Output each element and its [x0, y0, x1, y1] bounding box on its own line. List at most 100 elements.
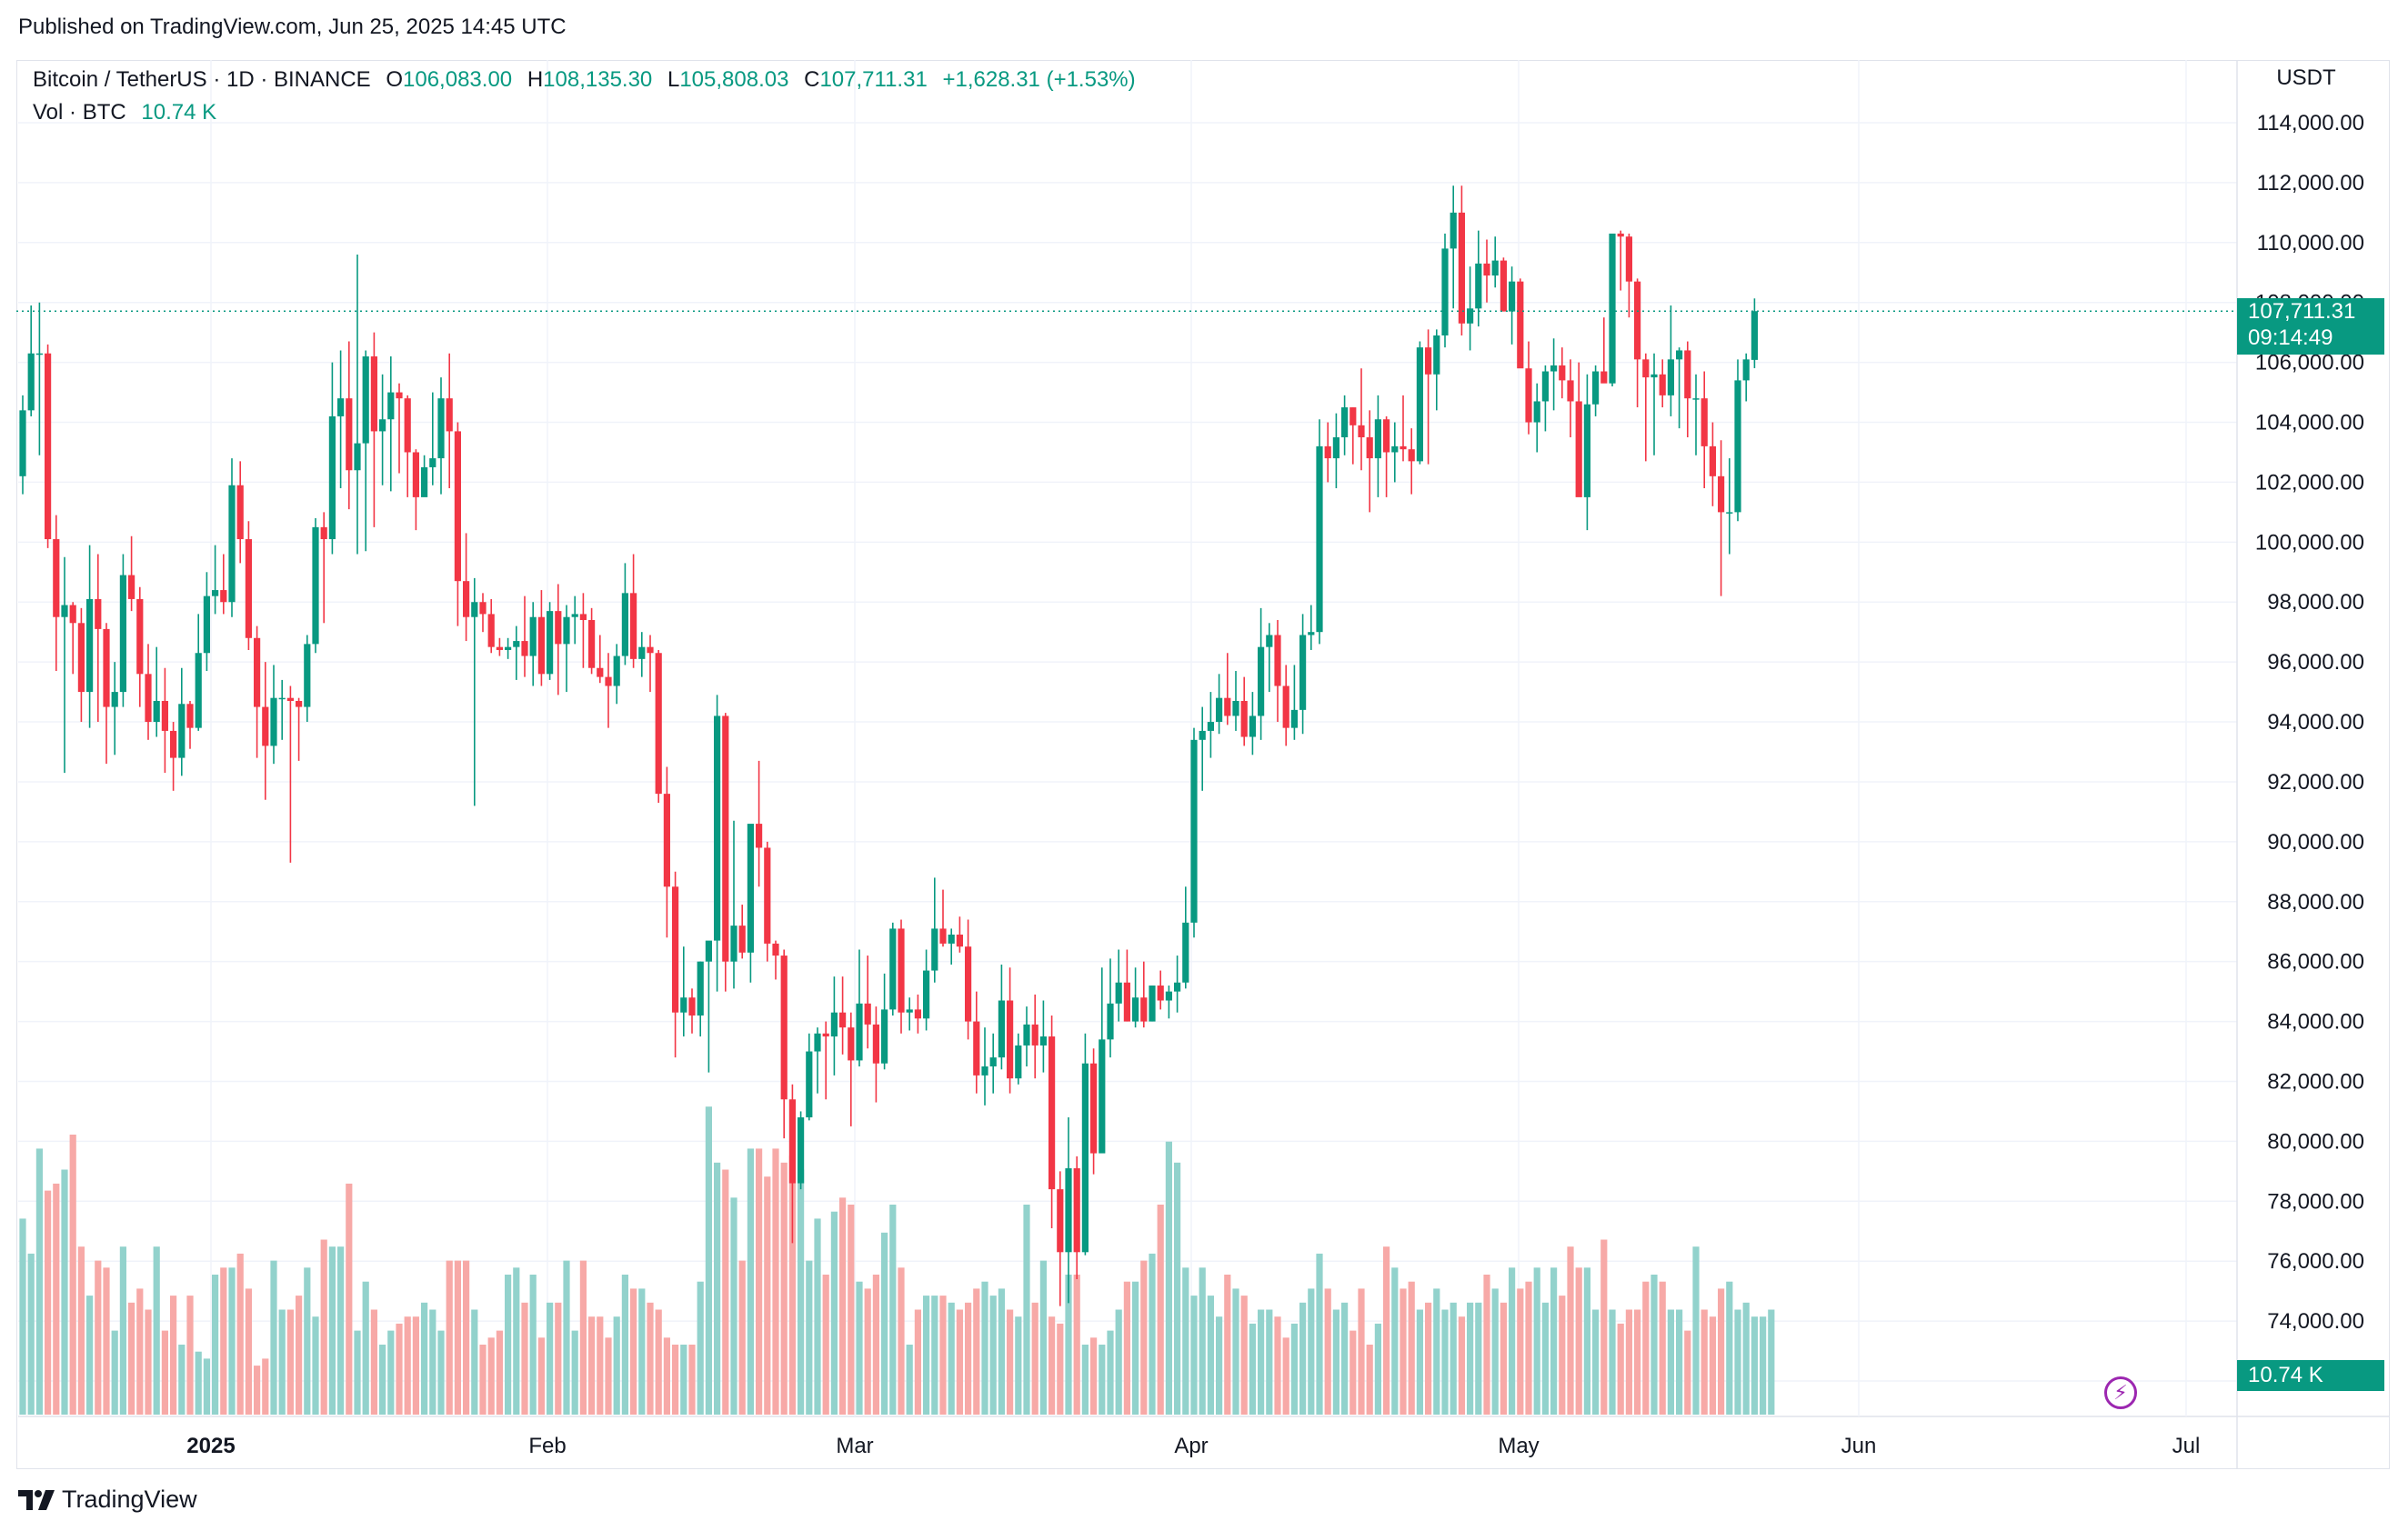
candle — [1433, 329, 1440, 411]
candle-body — [1249, 715, 1256, 737]
candle — [1625, 233, 1632, 318]
symbol-name[interactable]: Bitcoin / TetherUS · 1D · BINANCE — [33, 67, 371, 92]
candle — [212, 545, 219, 615]
candle-body — [136, 598, 144, 675]
candle-body — [496, 646, 503, 650]
volume-bar — [1483, 1275, 1490, 1415]
candle — [286, 685, 294, 863]
volume-bar — [1299, 1302, 1307, 1415]
volume-bar — [337, 1246, 345, 1415]
candle-body — [61, 605, 68, 617]
volume-bar — [1416, 1309, 1423, 1415]
candle-body — [1057, 1189, 1064, 1253]
candle — [822, 1021, 829, 1100]
volume-bar — [286, 1309, 294, 1415]
price-tick-label: 88,000.00 — [2267, 890, 2364, 915]
candle-body — [1099, 1039, 1106, 1154]
volume-bar — [186, 1296, 194, 1415]
volume-bar — [563, 1260, 570, 1415]
candle-body — [948, 935, 955, 944]
volume-bar — [471, 1309, 478, 1415]
candle — [697, 961, 704, 1037]
candle-body — [270, 697, 277, 746]
candle-body — [638, 646, 646, 659]
time-axis[interactable]: 2025 Feb Mar Apr May Jun Jul — [186, 1434, 2200, 1458]
volume-bar — [27, 1253, 35, 1415]
candle-body — [95, 598, 102, 629]
candle — [1299, 614, 1307, 735]
candle-body — [1240, 700, 1248, 737]
candle — [1190, 727, 1198, 938]
volume-bar — [1583, 1267, 1590, 1415]
volume-bar — [1475, 1302, 1482, 1415]
candle — [965, 919, 972, 1040]
volume-bar — [1199, 1267, 1206, 1415]
candle-body — [1157, 986, 1164, 1001]
candle-body — [437, 398, 445, 459]
candle — [529, 602, 537, 686]
candle-body — [730, 926, 737, 962]
candle — [1667, 305, 1674, 416]
volume-bar — [1324, 1288, 1331, 1415]
volume-bar — [178, 1345, 186, 1415]
tradingview-brand[interactable]: TradingView — [18, 1486, 197, 1514]
candle — [814, 1027, 821, 1094]
candle-body — [1559, 365, 1566, 381]
candle-body — [421, 466, 428, 497]
candle-body — [1232, 700, 1239, 716]
candle-body — [1533, 401, 1540, 423]
candle — [1450, 185, 1457, 309]
candle — [278, 679, 286, 740]
candle — [1583, 374, 1590, 531]
candle — [53, 515, 60, 672]
candle — [956, 916, 963, 953]
candle-body — [798, 1117, 805, 1184]
volume-bar — [1600, 1239, 1608, 1415]
volume-label[interactable]: Vol · BTC — [33, 100, 126, 125]
candle — [830, 976, 838, 1076]
candle-body — [228, 485, 236, 603]
volume-bar — [571, 1330, 578, 1415]
candle — [161, 667, 168, 774]
candle-body — [663, 794, 670, 887]
candle-body — [1165, 991, 1172, 1001]
volume-bar — [597, 1316, 604, 1415]
candle — [304, 635, 311, 723]
candle — [95, 554, 102, 723]
volume-bar — [1007, 1309, 1014, 1415]
candle — [254, 625, 261, 758]
candle-body — [1023, 1024, 1030, 1046]
currency-unit[interactable]: USDT — [2276, 65, 2336, 90]
volume-bar — [304, 1267, 311, 1415]
candle-body — [672, 886, 679, 1013]
candle — [738, 905, 746, 959]
volume-bar — [822, 1275, 829, 1415]
candle-body — [119, 575, 126, 693]
chart-frame[interactable] — [16, 60, 2390, 1469]
volume-bar — [848, 1205, 855, 1415]
candle — [1408, 428, 1415, 495]
lightning-icon[interactable]: ⚡ — [2104, 1376, 2137, 1409]
candle-body — [1709, 445, 1716, 476]
candle — [588, 607, 596, 675]
volume-bar — [1182, 1267, 1189, 1415]
candle — [621, 563, 628, 665]
candle — [1726, 458, 1733, 555]
candle — [387, 356, 395, 492]
candle-body — [1374, 419, 1381, 459]
candle — [1115, 949, 1122, 1022]
candle-body — [1090, 1063, 1098, 1154]
candle-body — [605, 676, 612, 686]
volume-bar — [1157, 1205, 1164, 1415]
candle-body — [1617, 233, 1624, 237]
volume-bar — [730, 1197, 737, 1415]
candle — [370, 332, 377, 527]
candle-body — [337, 398, 345, 416]
close-label: C — [804, 67, 820, 92]
candle-body — [839, 1012, 847, 1028]
volume-bar — [278, 1309, 286, 1415]
candle-body — [1132, 997, 1139, 1022]
candle — [948, 928, 955, 965]
price-tick-label: 90,000.00 — [2267, 830, 2364, 855]
